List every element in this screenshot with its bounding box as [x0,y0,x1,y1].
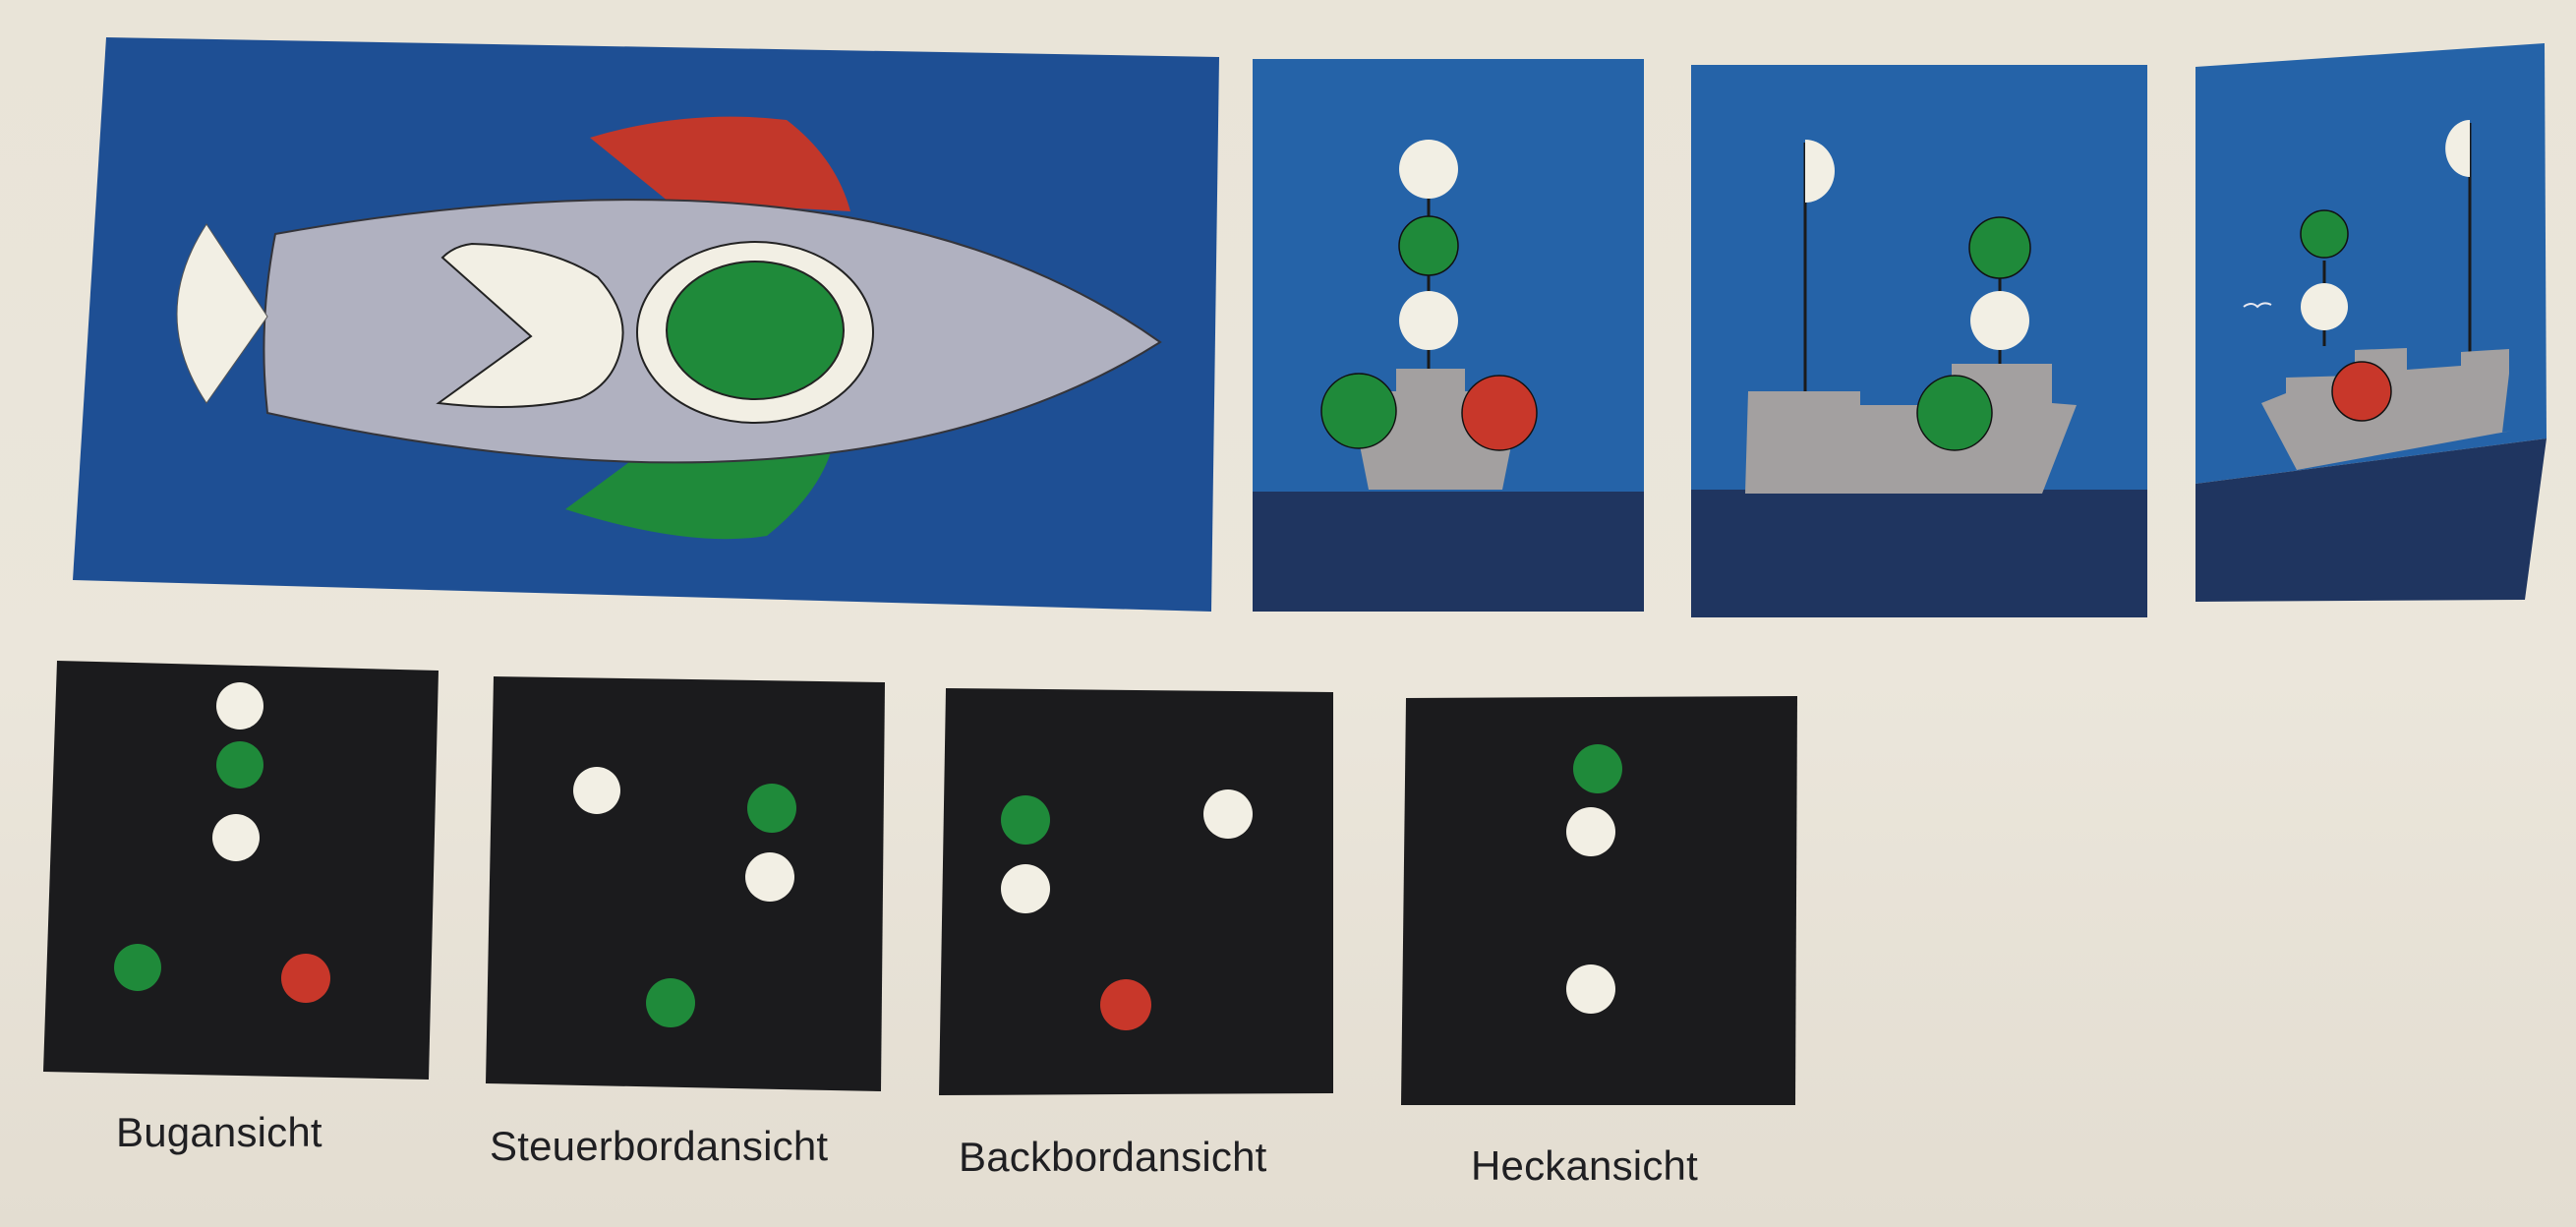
light-white [573,767,620,814]
night-background [939,688,1333,1095]
sidelight-green [1916,375,1993,451]
sidelight-green [1320,373,1397,449]
allround-light-green [1968,216,2031,279]
starboard-view-day-panel [1691,65,2147,617]
night-starboard-panel [486,676,885,1091]
hull-starboard [1745,364,2077,494]
sidelight-red [1461,375,1538,451]
light-green [747,784,796,833]
night-bow-panel [43,661,439,1080]
allround-light-green [666,261,845,400]
light-white [212,814,260,861]
allround-light-green [2300,209,2349,259]
sternlight-sector-white [176,223,268,404]
light-white [1203,789,1253,839]
night-port-panel [939,688,1333,1095]
caption-starboard-view: Steuerbordansicht [490,1123,829,1169]
masthead-light-white-half [1805,140,1835,203]
masthead-light-white [1970,291,2029,350]
sidelight-sector-red [590,116,850,211]
masthead-light-white [1399,140,1458,199]
caption-bow-view: Bugansicht [116,1109,322,1155]
sea [1253,492,1644,612]
sea [1691,490,2147,617]
light-green [646,978,695,1027]
light-green [1001,795,1050,845]
masthead-light-white-half [2445,120,2470,177]
port-view-day-panel [2195,43,2547,602]
night-background [1401,696,1797,1105]
light-white [1566,807,1615,856]
night-background [486,676,885,1091]
light-white [1566,964,1615,1014]
masthead-light-white-lower [1399,291,1458,350]
masthead-light-white [2301,283,2348,330]
caption-stern-view: Heckansicht [1471,1142,1698,1189]
sidelight-red [2331,361,2392,422]
allround-light-green [1398,215,1459,276]
sea [2195,438,2547,602]
light-white [1001,864,1050,913]
light-red [1100,979,1151,1030]
hull-port [2261,348,2512,470]
light-green [114,944,161,991]
sidelight-sector-green [565,452,831,540]
top-view-panel [73,37,1219,612]
light-green [216,741,263,789]
masthead-sector-white [436,242,624,408]
night-stern-panel [1401,696,1797,1105]
bow-view-day-panel [1253,59,1644,612]
light-white [216,682,263,730]
light-red [281,954,330,1003]
seagull [2243,302,2272,309]
light-green [1573,744,1622,793]
caption-port-view: Backbordansicht [959,1134,1267,1180]
light-white [745,852,794,902]
